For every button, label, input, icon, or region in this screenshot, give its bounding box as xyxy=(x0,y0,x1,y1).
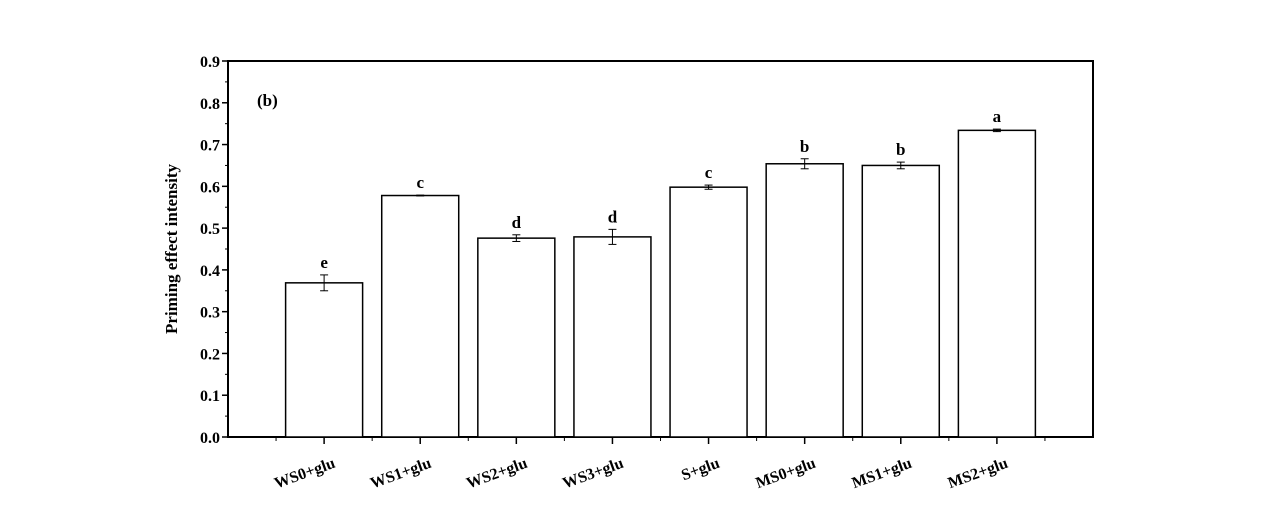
bar xyxy=(957,129,1037,438)
x-axis: WS0+glu WS1+glu WS2+glu WS3+glu S+glu MS0+glu… xyxy=(272,437,1046,493)
y-tick-label: 0.2 xyxy=(200,346,220,363)
bar xyxy=(380,194,460,438)
bar xyxy=(284,282,364,438)
significance-letter: a xyxy=(993,107,1002,126)
y-tick-label: 0.8 xyxy=(200,96,220,113)
y-tick-label: 0.7 xyxy=(200,138,220,155)
y-tick-label: 0.0 xyxy=(200,430,220,447)
y-tick-label: 0.1 xyxy=(200,388,220,405)
bar xyxy=(477,237,556,438)
y-tick-label: 0.4 xyxy=(200,263,220,280)
significance-letter: d xyxy=(512,213,522,232)
y-tick-label: 0.3 xyxy=(200,305,220,322)
bar xyxy=(669,186,748,438)
y-axis: 0.0 0.1 0.2 0.3 0.4 0.5 0.6 0.7 0.8 0.9 xyxy=(200,54,228,447)
y-tick-label: 0.5 xyxy=(200,221,220,238)
x-tick-label: WS1+glu xyxy=(368,455,433,493)
significance-letter: c xyxy=(705,163,713,182)
significance-letter: b xyxy=(800,137,809,156)
x-tick-label: MS2+glu xyxy=(946,455,1011,492)
x-tick-label: WS0+glu xyxy=(272,455,337,493)
y-axis-label: Priming effect intensity xyxy=(162,164,181,334)
panel-label: (b) xyxy=(257,91,278,110)
bars: e c d d c b b a xyxy=(284,107,1037,438)
bar xyxy=(573,236,652,438)
bar xyxy=(861,164,941,438)
significance-letter: b xyxy=(896,140,905,159)
significance-letter: e xyxy=(320,253,328,272)
bar xyxy=(765,163,844,438)
x-tick-label: MS1+glu xyxy=(850,455,915,492)
y-tick-label: 0.9 xyxy=(200,54,220,71)
significance-letter: c xyxy=(416,173,424,192)
y-tick-label: 0.6 xyxy=(200,179,220,196)
x-tick-label: WS2+glu xyxy=(464,455,529,493)
x-tick-label: MS0+glu xyxy=(754,455,819,492)
x-tick-label: S+glu xyxy=(679,455,722,484)
significance-letter: d xyxy=(608,207,618,226)
x-tick-label: WS3+glu xyxy=(560,455,625,493)
